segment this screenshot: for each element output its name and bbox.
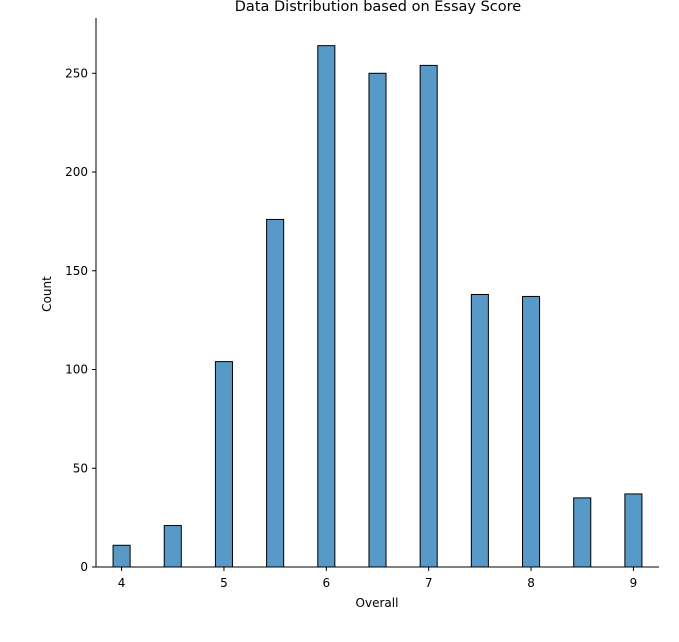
- y-tick-label: 250: [65, 66, 88, 80]
- y-tick-label: 100: [65, 363, 88, 377]
- y-axis-ticks: 0 50 100 150 200 250: [65, 66, 96, 574]
- y-tick-label: 0: [80, 560, 88, 574]
- x-axis-label: Overall: [356, 596, 399, 610]
- histogram-bar-9: [624, 493, 643, 568]
- bars-group: [112, 45, 643, 568]
- histogram-bar-7: [419, 64, 438, 568]
- x-tick-label: 6: [322, 576, 330, 590]
- y-tick-label: 50: [73, 461, 88, 475]
- y-tick-label: 150: [65, 264, 88, 278]
- histogram-bar-8.5: [573, 497, 592, 568]
- histogram-bar-6: [317, 45, 336, 568]
- histogram-bar-7.5: [470, 293, 489, 568]
- histogram-bar-5: [214, 361, 233, 568]
- chart-title: Data Distribution based on Essay Score: [235, 0, 522, 15]
- x-tick-label: 5: [220, 576, 228, 590]
- histogram-bar-4.5: [163, 525, 182, 568]
- histogram-bar-5.5: [266, 218, 285, 568]
- x-tick-label: 8: [527, 576, 535, 590]
- x-tick-label: 4: [118, 576, 126, 590]
- x-tick-label: 7: [425, 576, 433, 590]
- histogram-bar-4: [112, 544, 131, 568]
- x-axis-ticks: 4 5 6 7 8 9: [118, 567, 637, 590]
- y-tick-label: 200: [65, 165, 88, 179]
- x-tick-label: 9: [630, 576, 638, 590]
- histogram-bar-6.5: [368, 72, 387, 568]
- histogram-bar-8: [522, 295, 541, 568]
- y-axis-label: Count: [40, 276, 54, 312]
